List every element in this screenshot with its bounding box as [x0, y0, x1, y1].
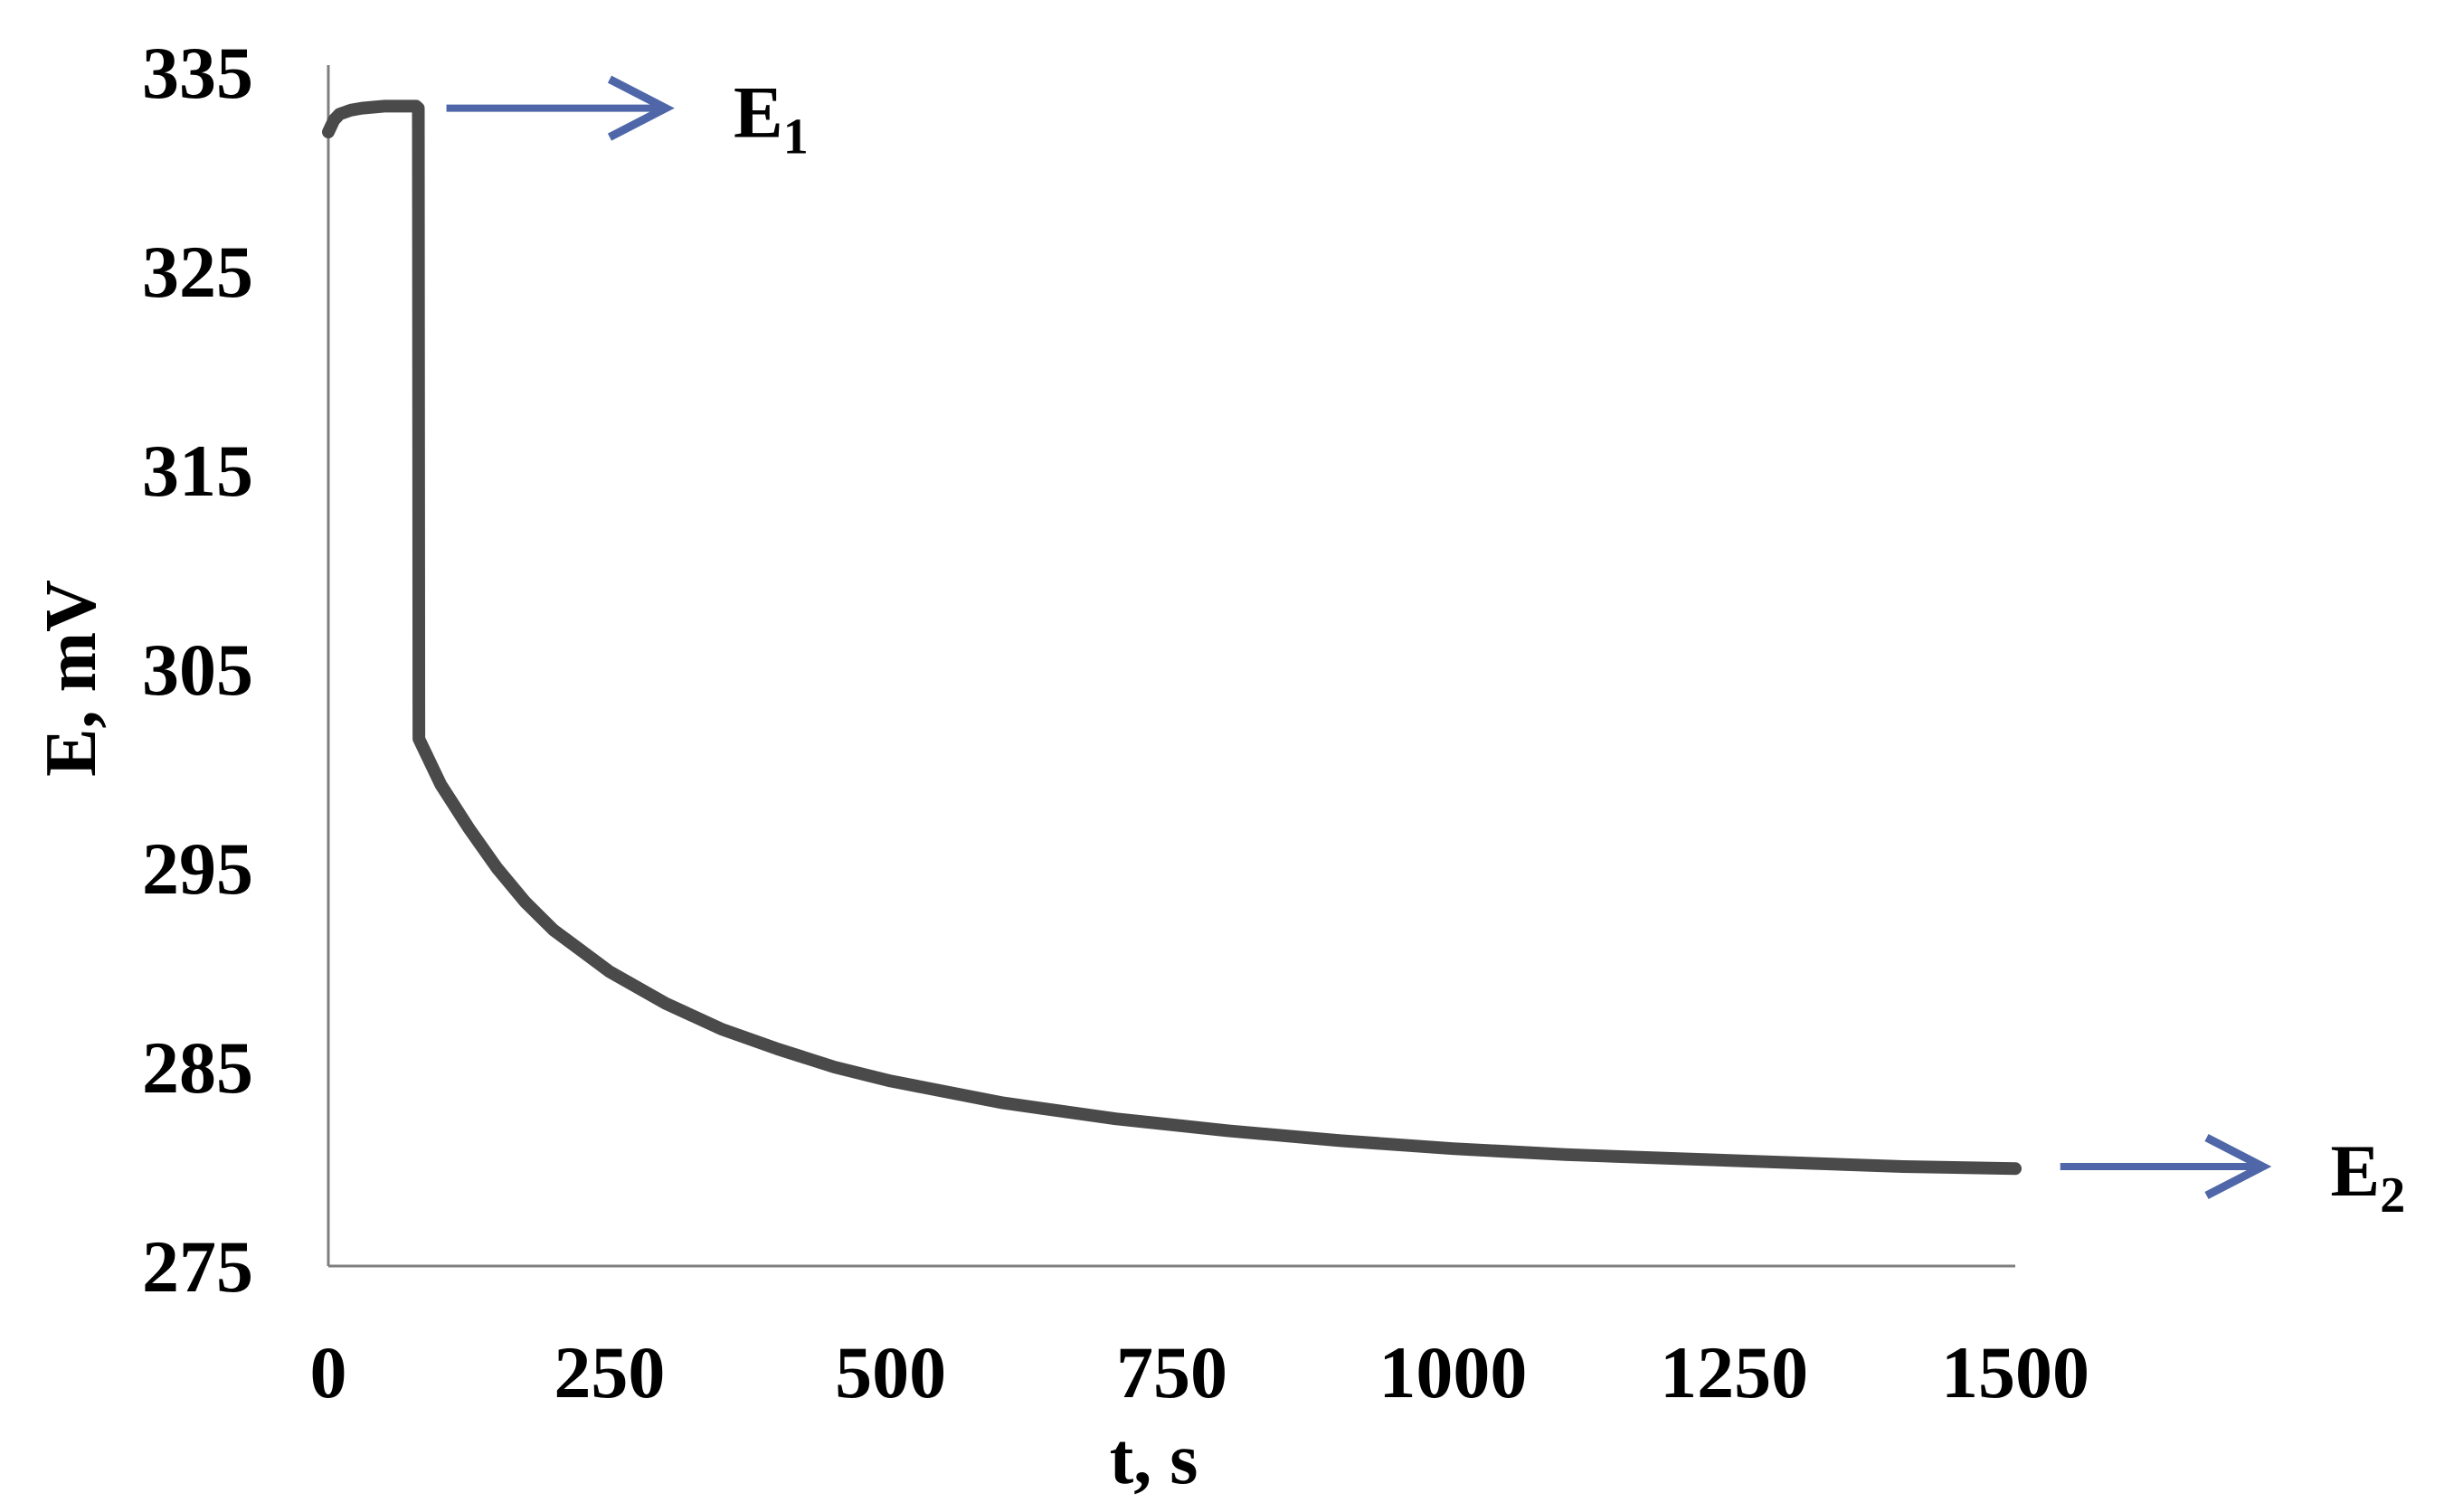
- y-tick-labels: 275 285 295 305 315 325 335: [142, 32, 253, 1308]
- x-tick-labels: 0 250 500 750 1000 1250 1500: [310, 1331, 2090, 1413]
- arrow-right-icon: [607, 75, 675, 141]
- marker-label: E1: [734, 71, 809, 165]
- marker-label-main: E: [2331, 1129, 2381, 1212]
- y-tick-label: 275: [142, 1225, 253, 1308]
- x-tick-label: 1000: [1378, 1331, 1527, 1413]
- x-tick-label: 750: [1116, 1331, 1227, 1413]
- x-axis-title: t, s: [1110, 1420, 1198, 1499]
- x-tick-label: 1250: [1660, 1331, 1808, 1413]
- x-tick-label: 0: [310, 1331, 347, 1413]
- y-tick-label: 295: [142, 827, 253, 910]
- y-tick-label: 305: [142, 628, 253, 711]
- x-tick-label: 1500: [1941, 1331, 2089, 1413]
- series-line: [322, 99, 2022, 1176]
- e1-annotation: E1: [446, 71, 809, 165]
- arrow-right-icon: [2204, 1134, 2272, 1199]
- marker-label-main: E: [734, 71, 783, 154]
- y-axis-title: E, mV: [32, 580, 111, 777]
- y-tick-label: 335: [142, 32, 253, 114]
- x-tick-label: 250: [554, 1331, 665, 1413]
- y-tick-label: 325: [142, 231, 253, 313]
- marker-label: E2: [2331, 1129, 2406, 1224]
- marker-label-subscript: 1: [783, 109, 809, 165]
- marker-label-subscript: 2: [2380, 1167, 2405, 1224]
- axes: [327, 65, 2015, 1268]
- e2-annotation: E2: [2060, 1129, 2406, 1224]
- x-tick-label: 500: [835, 1331, 946, 1413]
- y-tick-label: 315: [142, 430, 253, 512]
- y-tick-label: 285: [142, 1026, 253, 1109]
